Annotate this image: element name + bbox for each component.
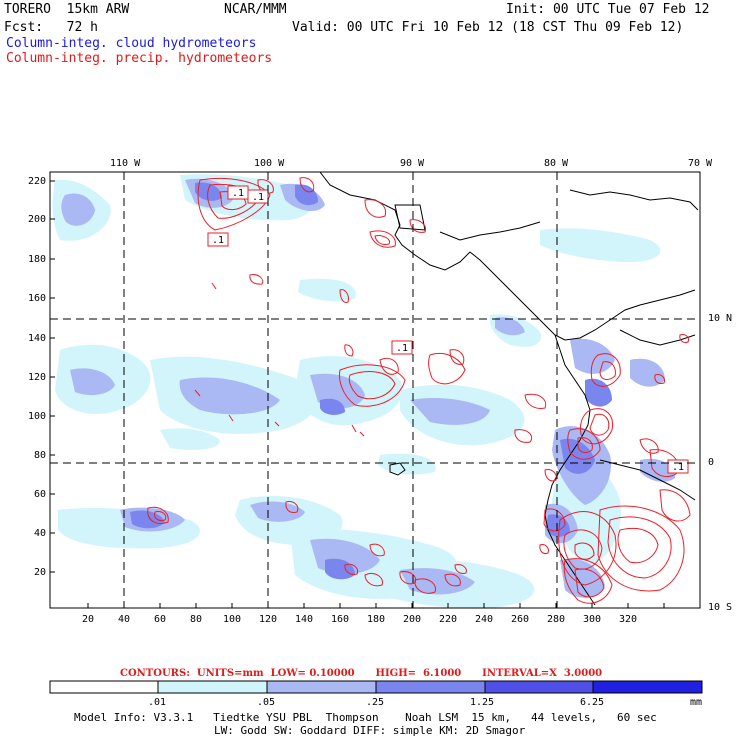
colorbar-bin-2 bbox=[266, 680, 377, 694]
model-info-line1: Model Info: V3.3.1 Tiedtke YSU PBL Thomp… bbox=[74, 711, 657, 724]
x-tick: 100 bbox=[222, 614, 242, 625]
contour-label-5: .1 bbox=[232, 188, 244, 199]
lat-lon-grid bbox=[50, 172, 700, 608]
y-tick: 160 bbox=[27, 293, 46, 304]
contour-label-2: .1 bbox=[252, 192, 264, 203]
x-tick: 280 bbox=[546, 614, 566, 625]
colorbar-bin-1 bbox=[157, 680, 268, 694]
y-tick: 100 bbox=[27, 411, 46, 422]
contour-label-3: .1 bbox=[396, 343, 408, 354]
y-tick: 200 bbox=[27, 214, 46, 225]
cloud-fill-layer bbox=[52, 174, 675, 609]
lon-label-90w: 90 W bbox=[400, 158, 425, 169]
x-tick: 80 bbox=[189, 614, 203, 625]
y-tick: 80 bbox=[33, 450, 46, 461]
y-tick: 20 bbox=[33, 567, 46, 578]
valid-time: Valid: 00 UTC Fri 10 Feb 12 (18 CST Thu … bbox=[292, 20, 684, 35]
x-tick: 160 bbox=[330, 614, 350, 625]
colorbar-bin-4 bbox=[484, 680, 594, 694]
field-precip-label: Column-integ. precip. hydrometeors bbox=[6, 51, 273, 66]
lat-label-10n: 10 N bbox=[708, 313, 733, 324]
lon-label-110w: 110 W bbox=[110, 158, 141, 169]
field-cloud-label: Column-integ. cloud hydrometeors bbox=[6, 36, 257, 51]
x-tick: 300 bbox=[582, 614, 602, 625]
axis-ticks bbox=[50, 180, 665, 608]
contour-label-4: .1 bbox=[672, 462, 684, 473]
colorbar-units: mm bbox=[690, 697, 703, 708]
y-tick: 120 bbox=[27, 372, 46, 383]
x-tick: 120 bbox=[258, 614, 278, 625]
x-tick: 220 bbox=[438, 614, 458, 625]
model-title: TORERO 15km ARW bbox=[4, 2, 130, 17]
precip-contours bbox=[147, 177, 691, 604]
init-time: Init: 00 UTC Tue 07 Feb 12 bbox=[506, 2, 710, 17]
contour-info: CONTOURS: UNITS=mm LOW= 0.10000 HIGH= 6.… bbox=[120, 668, 603, 679]
contour-label-1: .1 bbox=[212, 235, 224, 246]
lon-label-70w: 70 W bbox=[688, 158, 713, 169]
org-label: NCAR/MMM bbox=[224, 2, 287, 17]
colorbar-label: .05 bbox=[257, 697, 276, 708]
x-tick: 320 bbox=[618, 614, 638, 625]
y-tick: 40 bbox=[33, 528, 46, 539]
map-frame bbox=[49, 171, 701, 609]
colorbar-label: .01 bbox=[148, 697, 167, 708]
colorbar-bin-3 bbox=[375, 680, 486, 694]
x-tick: 40 bbox=[117, 614, 131, 625]
coastlines bbox=[319, 171, 699, 606]
y-tick: 180 bbox=[27, 254, 46, 265]
lon-label-80w: 80 W bbox=[544, 158, 569, 169]
x-tick: 260 bbox=[510, 614, 530, 625]
y-tick: 220 bbox=[27, 176, 46, 187]
colorbar-label: .25 bbox=[366, 697, 385, 708]
x-tick: 60 bbox=[153, 614, 167, 625]
contour-label-boxes bbox=[207, 185, 689, 474]
colorbar-label: 6.25 bbox=[580, 697, 605, 708]
colorbar-label: 1.25 bbox=[470, 697, 495, 708]
lat-label-0: 0 bbox=[708, 457, 715, 468]
forecast-hour: Fcst: 72 h bbox=[4, 20, 98, 35]
x-tick: 180 bbox=[366, 614, 386, 625]
model-info-line2: LW: Godd SW: Goddard DIFF: simple KM: 2D… bbox=[214, 724, 526, 737]
x-tick: 140 bbox=[294, 614, 314, 625]
y-tick: 140 bbox=[27, 333, 46, 344]
x-tick: 200 bbox=[402, 614, 422, 625]
colorbar-bin-5 bbox=[592, 680, 703, 694]
lat-label-10s: 10 S bbox=[708, 602, 733, 613]
lon-label-100w: 100 W bbox=[254, 158, 285, 169]
colorbar-bin-0 bbox=[49, 680, 159, 694]
x-tick: 240 bbox=[474, 614, 494, 625]
x-tick: 20 bbox=[81, 614, 95, 625]
y-tick: 60 bbox=[33, 489, 46, 500]
